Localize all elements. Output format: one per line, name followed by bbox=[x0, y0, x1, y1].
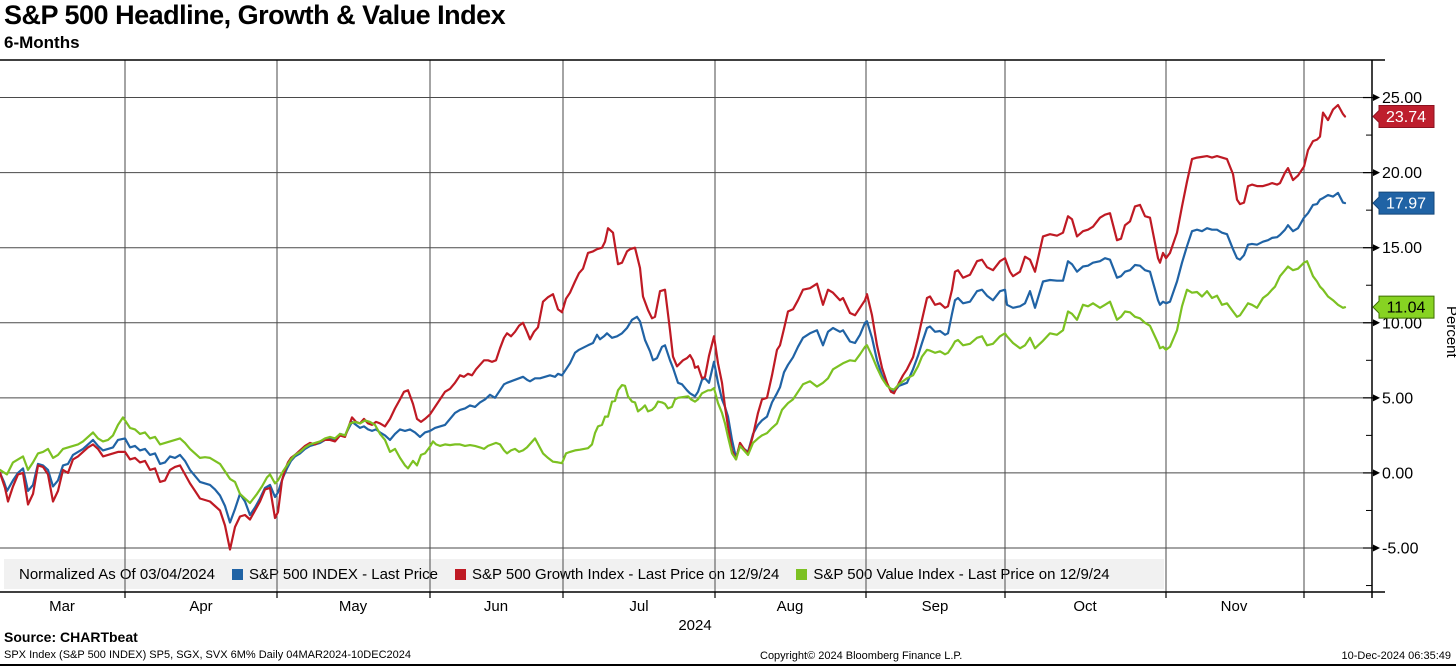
last-price-tag-1 bbox=[1372, 104, 1435, 128]
y-tick-label: 10.00 bbox=[1382, 315, 1422, 332]
last-price-tag-0 bbox=[1372, 191, 1435, 215]
y-tick-label: 25.00 bbox=[1382, 90, 1422, 107]
legend-item-series-0[interactable]: S&P 500 INDEX - Last Price bbox=[231, 565, 438, 583]
y-tick-label: 5.00 bbox=[1382, 390, 1413, 407]
x-tick-label: Oct bbox=[1073, 598, 1097, 615]
y-tick-arrow-icon bbox=[1373, 394, 1380, 402]
y-tick-label: 0.00 bbox=[1382, 465, 1413, 482]
legend-item-label: S&P 500 Growth Index - Last Price on 12/… bbox=[471, 565, 780, 583]
legend-normalized-label: Normalized As Of 03/04/2024 bbox=[19, 566, 215, 583]
legend-item-label: S&P 500 INDEX - Last Price bbox=[248, 565, 438, 583]
copyright-label: Copyright© 2024 Bloomberg Finance L.P. bbox=[760, 650, 963, 662]
timestamp-label: 10-Dec-2024 06:35:49 bbox=[1341, 650, 1451, 662]
series-line-2 bbox=[0, 260, 1347, 505]
y-tick-label: 20.00 bbox=[1382, 165, 1422, 182]
x-tick-label: Aug bbox=[777, 598, 804, 615]
y-tick-arrow-icon bbox=[1373, 244, 1380, 252]
x-tick-label: May bbox=[339, 598, 368, 615]
legend-item-label: S&P 500 Value Index - Last Price on 12/9… bbox=[813, 565, 1110, 583]
last-price-tag-value: 23.74 bbox=[1386, 109, 1426, 126]
legend-item-series-1[interactable]: S&P 500 Growth Index - Last Price on 12/… bbox=[454, 565, 780, 583]
y-tick-label: 15.00 bbox=[1382, 240, 1422, 257]
x-axis-year-label: 2024 bbox=[678, 617, 711, 634]
y-tick-arrow-icon bbox=[1373, 319, 1380, 327]
x-tick-label: Apr bbox=[189, 598, 212, 615]
y-tick-arrow-icon bbox=[1373, 94, 1380, 102]
x-tick-label: Mar bbox=[49, 598, 75, 615]
last-price-tag-value: 11.04 bbox=[1387, 300, 1426, 317]
page-title: S&P 500 Headline, Growth & Value Index bbox=[4, 0, 506, 30]
window-bottom-edge bbox=[0, 664, 1456, 666]
chart-subtitle: 6-Months bbox=[4, 33, 80, 52]
chart-descriptor: SPX Index (S&P 500 INDEX) SP5, SGX, SVX … bbox=[4, 649, 411, 661]
legend-swatch-icon bbox=[796, 568, 808, 580]
source-label: Source: CHARTbeat bbox=[4, 629, 138, 645]
last-price-tag-value: 17.97 bbox=[1386, 196, 1426, 213]
y-tick-arrow-icon bbox=[1373, 544, 1380, 552]
x-tick-label: Jun bbox=[484, 598, 508, 615]
legend-normalized-text: Normalized As Of 03/04/2024 bbox=[19, 565, 215, 583]
x-tick-label: Nov bbox=[1221, 598, 1248, 615]
legend-swatch-icon bbox=[231, 568, 243, 580]
series-line-0 bbox=[0, 191, 1347, 524]
legend-swatch-icon bbox=[454, 568, 466, 580]
series-line-1 bbox=[0, 103, 1347, 551]
y-axis-title: Percent bbox=[1443, 306, 1456, 359]
legend-item-series-2[interactable]: S&P 500 Value Index - Last Price on 12/9… bbox=[796, 565, 1110, 583]
x-tick-label: Sep bbox=[922, 598, 949, 615]
last-price-tag-2 bbox=[1372, 295, 1435, 319]
legend: Normalized As Of 03/04/2024 S&P 500 INDE… bbox=[4, 559, 1164, 589]
x-tick-label: Jul bbox=[629, 598, 648, 615]
y-tick-arrow-icon bbox=[1373, 469, 1380, 477]
y-tick-arrow-icon bbox=[1373, 169, 1380, 177]
y-tick-label: -5.00 bbox=[1382, 541, 1419, 558]
